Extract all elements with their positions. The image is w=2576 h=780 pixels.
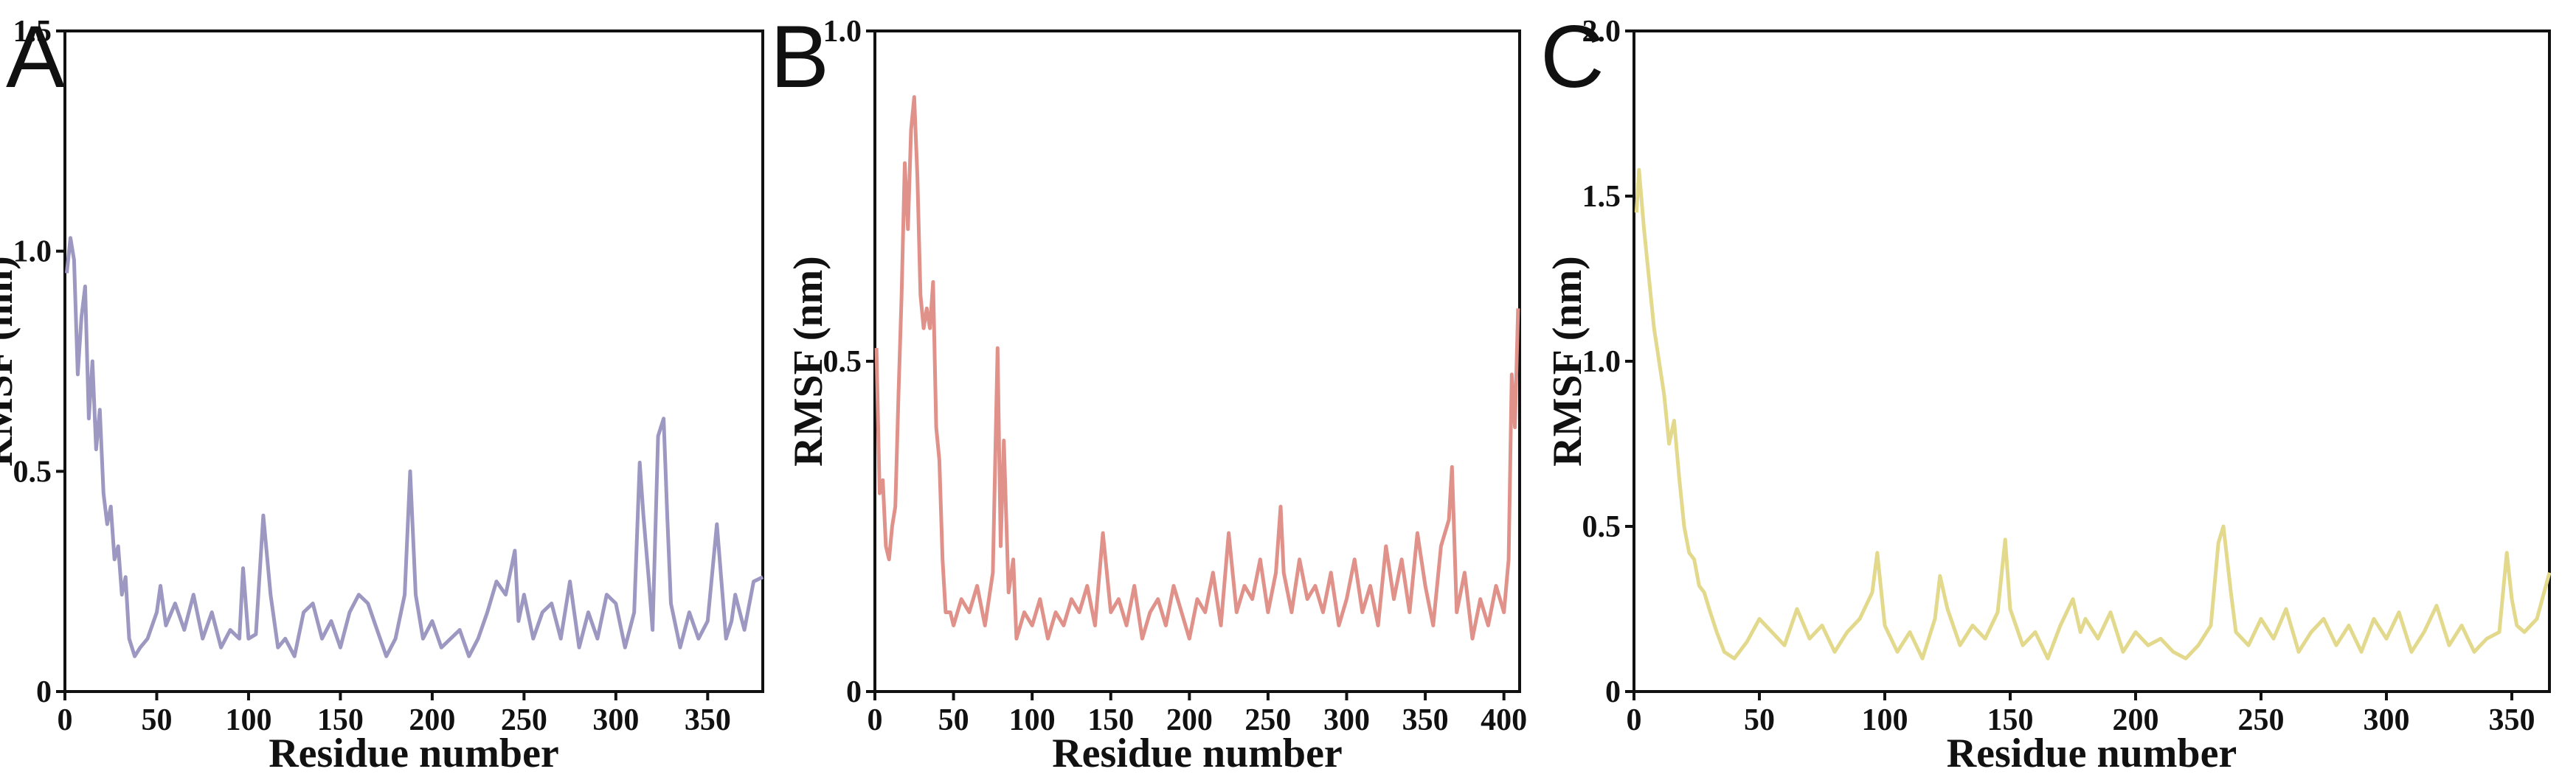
x-tick-label: 150 [317,703,364,737]
x-tick-label: 350 [1402,703,1449,737]
panel-letter: A [6,7,65,106]
x-axis-title: Residue number [269,731,559,776]
x-tick-label: 350 [2489,703,2535,737]
rmsf-line [874,95,1520,641]
x-tick-label: 350 [685,703,731,737]
x-axis-title: Residue number [1947,731,2237,776]
y-tick-label: 0.5 [13,455,52,489]
rmsf-line [65,236,764,658]
y-tick-label: 0 [846,675,862,709]
x-tick-label: 400 [1481,703,1527,737]
x-tick-label: 300 [592,703,639,737]
plot-frame [1632,29,2551,693]
x-tick-label: 200 [409,703,455,737]
y-tick-label: 0.5 [823,345,862,379]
y-axis-title: RMSF (nm) [0,256,21,467]
y-tick-label: 0 [36,675,52,709]
x-axis-title: Residue number [1052,731,1343,776]
x-tick-label: 250 [1244,703,1291,737]
y-tick-label: 0 [1605,675,1621,709]
y-tick-label: 1.0 [1582,345,1621,379]
x-tick-label: 0 [1627,703,1642,737]
x-tick-label: 0 [58,703,73,737]
plot-frame [873,29,1521,693]
y-tick-label: 1.0 [13,235,52,269]
panel-letter: C [1540,7,1604,106]
y-tick-label: 1.5 [13,15,52,49]
x-tick-label: 100 [1862,703,1908,737]
panel-a: A 0 50 100 150 200 250 300 350 0 0.5 1.0 1.5 Residue … [0,7,764,776]
x-tick-label: 200 [1166,703,1213,737]
x-tick-label: 50 [938,703,969,737]
x-tick-label: 150 [1087,703,1134,737]
x-tick-label: 200 [2113,703,2159,737]
panel-letter: B [770,7,829,106]
rmsf-line [1634,167,2552,661]
panel-c: C 0 50 100 150 200 250 300 350 0 0.5 1.0 1.5 2.0 Resid… [1540,7,2552,776]
y-tick-label: 1.5 [1582,180,1621,214]
x-tick-label: 50 [141,703,172,737]
x-tick-label: 150 [1987,703,2034,737]
panel-b: B 0 50 100 150 200 250 300 350 400 0 0.5 1.0 Residue … [770,7,1527,776]
y-axis-title: RMSF (nm) [1545,256,1590,467]
y-tick-label: 2.0 [1582,15,1621,49]
x-tick-label: 300 [1323,703,1370,737]
y-axis-title: RMSF (nm) [786,256,831,467]
x-tick-label: 250 [2238,703,2285,737]
x-tick-label: 50 [1744,703,1775,737]
x-tick-label: 100 [225,703,271,737]
x-tick-label: 250 [501,703,547,737]
x-tick-label: 0 [868,703,883,737]
y-tick-label: 1.0 [823,15,862,49]
x-tick-label: 300 [2364,703,2410,737]
plot-frame [63,29,764,693]
y-tick-label: 0.5 [1582,510,1621,544]
x-tick-label: 100 [1009,703,1056,737]
